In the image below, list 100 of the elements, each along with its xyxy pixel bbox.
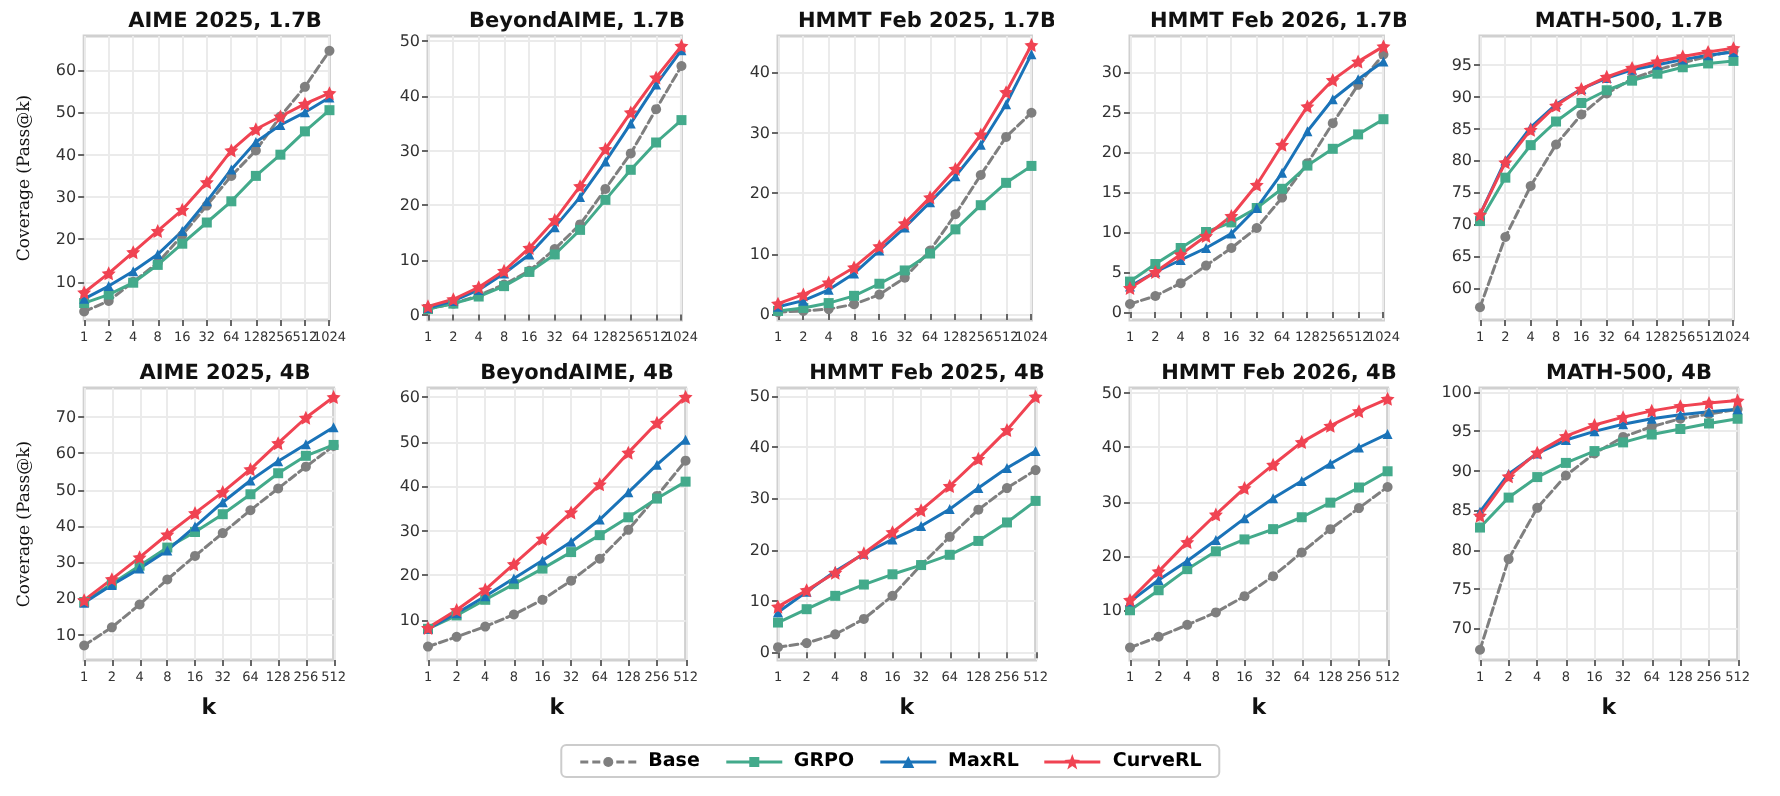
point [950,224,961,235]
point [152,249,163,260]
point [271,436,286,451]
point [622,524,633,535]
point [821,275,836,290]
y-tick-label: 40 [55,516,77,535]
point [1001,131,1012,142]
point [1274,137,1289,152]
point [1558,429,1573,444]
point [1265,457,1280,472]
y-tick-label: 0 [1110,303,1121,321]
y-tick-label: 100 [1441,382,1472,401]
y-tick-label: 30 [55,188,77,207]
point [273,468,284,479]
point [858,613,869,624]
y-tick-label: 85 [1451,119,1472,138]
point [1560,470,1571,481]
point [1646,429,1657,440]
point [565,547,576,558]
y-tick-label: 20 [749,540,770,559]
x-axis-title: k [1250,694,1267,720]
point [448,603,463,618]
y-tick-label: 50 [55,480,77,499]
point [923,190,938,205]
point [565,536,576,547]
point [1276,167,1287,178]
y-tick-label: 65 [1451,247,1472,266]
point [326,390,341,405]
y-tick-label: 95 [1451,422,1472,441]
point [874,289,885,300]
point [1179,535,1194,550]
point [914,503,929,518]
point [1560,457,1571,468]
point [650,104,661,115]
point [593,530,604,541]
point [546,213,561,228]
point [1532,472,1543,483]
point [188,506,203,521]
point [450,631,461,642]
point [160,527,175,542]
point [591,477,606,492]
point [599,194,610,205]
point [1503,492,1514,503]
y-tick-label: 10 [55,625,77,644]
point [1236,481,1251,496]
point [298,410,313,425]
chart-title: HMMT Feb 2026, 1.7B [1148,9,1408,33]
point [973,483,984,494]
y-tick-label: 0 [408,305,419,324]
point [103,281,114,292]
point [942,479,957,494]
y-axis-title: Coverage (Pass@k) [15,440,35,608]
y-tick-label: 20 [398,566,419,585]
point [773,642,783,653]
point [973,504,984,515]
point [1150,564,1165,579]
point [1701,395,1716,410]
point [1124,642,1134,653]
point [622,512,633,523]
point [1324,524,1335,535]
legend-label: Base [648,750,700,772]
point [597,142,612,157]
y-tick-label: 70 [55,408,77,427]
point [1001,463,1012,474]
chart-title: MATH-500, 1.7B [1534,9,1724,33]
point [477,582,492,597]
point [1174,278,1185,289]
point [536,594,547,605]
point [973,535,984,546]
point [1001,483,1012,494]
y-tick-label: 40 [398,477,419,496]
point [679,455,690,466]
point [548,249,559,260]
point [1028,389,1043,404]
point [1381,428,1392,439]
y-tick-label: 70 [1451,619,1472,638]
y-tick-label: 80 [1451,151,1472,170]
y-tick-label: 85 [1451,501,1472,520]
y-tick-label: 20 [1100,546,1121,565]
point [1149,259,1160,269]
y-axis-title: Coverage (Pass@k) [15,94,35,262]
point [1352,74,1363,85]
y-tick-label: 10 [749,244,770,263]
point [1525,140,1536,151]
point [622,105,637,120]
chart-title: HMMT Feb 2026, 4B [1160,361,1396,385]
point [830,590,841,601]
y-tick-label: 75 [1451,183,1472,202]
point [250,170,261,181]
point [1324,73,1339,87]
y-tick-label: 60 [1451,279,1472,298]
y-tick-label: 50 [55,103,77,122]
point [300,439,311,450]
point [950,209,961,220]
chart-title: BeyondAIME, 1.7B [467,9,685,33]
point [1267,571,1278,582]
point [521,240,536,255]
point [1500,172,1511,183]
point [1026,160,1037,171]
point [563,505,578,520]
